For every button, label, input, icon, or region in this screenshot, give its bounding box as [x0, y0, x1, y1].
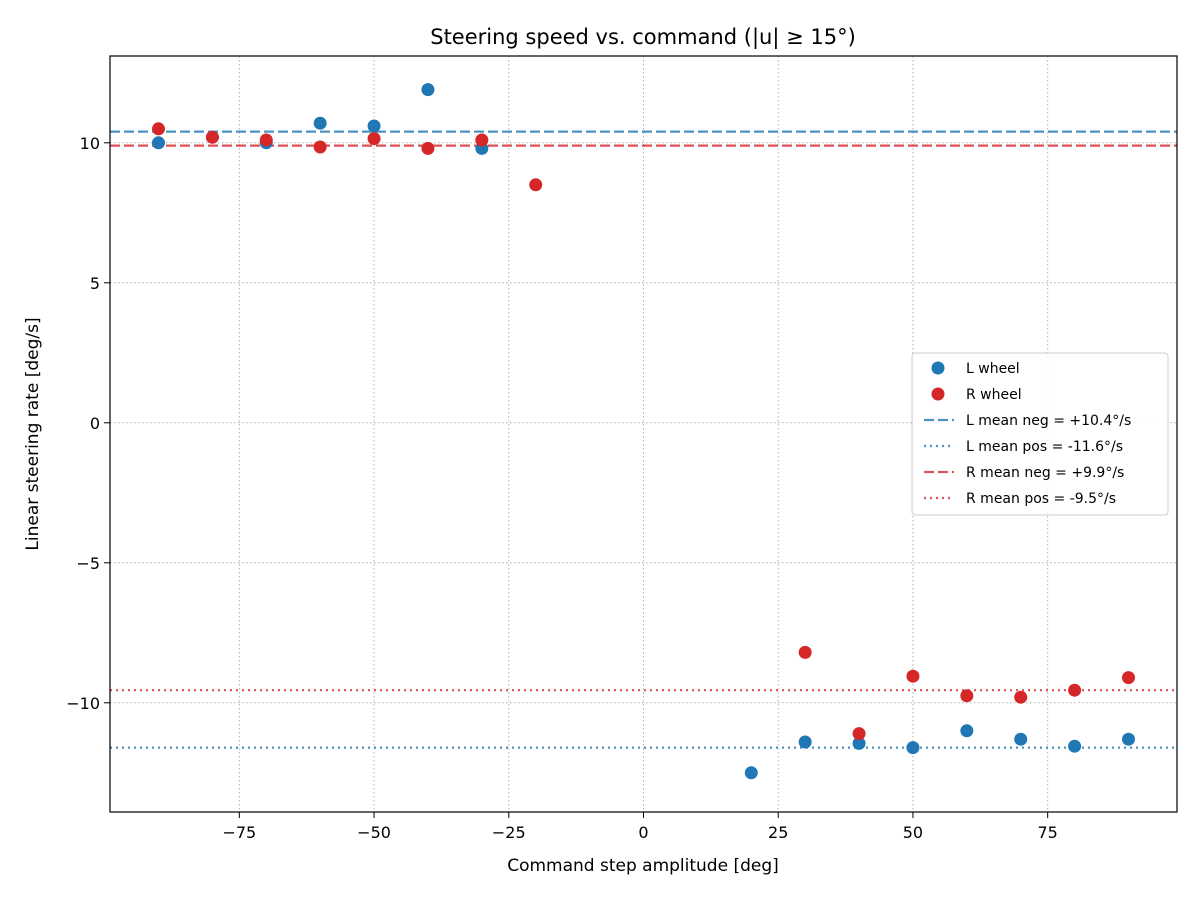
data-point — [421, 83, 435, 97]
data-point — [205, 130, 219, 144]
data-point — [313, 140, 327, 154]
y-axis-label: Linear steering rate [deg/s] — [23, 317, 43, 550]
y-axis-ticks: −10 −5 0 5 10 — [66, 134, 110, 713]
x-tick-label: −25 — [492, 823, 526, 842]
data-point — [1068, 683, 1082, 697]
data-point — [259, 133, 273, 147]
data-point — [421, 141, 435, 155]
data-point — [906, 741, 920, 755]
data-point — [1014, 690, 1028, 704]
data-point — [313, 116, 327, 130]
legend-label: L wheel — [966, 361, 1020, 377]
data-points — [152, 83, 1135, 780]
legend-marker — [931, 361, 945, 375]
data-point — [1122, 732, 1135, 746]
x-tick-label: −75 — [222, 823, 256, 842]
x-tick-label: 25 — [768, 823, 788, 842]
data-point — [152, 122, 165, 136]
data-point — [906, 669, 920, 683]
y-tick-label: −5 — [76, 554, 100, 573]
data-point — [744, 766, 758, 780]
x-tick-label: 75 — [1037, 823, 1057, 842]
legend: L wheel R wheel L mean neg = +10.4°/s L mea… — [911, 352, 1169, 516]
legend-label: L mean pos = -11.6°/s — [966, 439, 1123, 455]
chart-title: Steering speed vs. command (|u| ≥ 15°) — [430, 25, 856, 50]
y-tick-label: −10 — [66, 694, 100, 713]
x-tick-label: 50 — [903, 823, 923, 842]
legend-marker — [931, 387, 945, 401]
data-point — [152, 136, 165, 150]
data-point — [475, 133, 489, 147]
legend-box — [911, 352, 1169, 516]
x-axis-label: Command step amplitude [deg] — [507, 856, 779, 876]
reference-lines — [110, 130, 1177, 749]
data-point — [1068, 739, 1082, 753]
x-axis-ticks: −75 −50 −25 0 25 50 75 — [222, 812, 1058, 842]
y-tick-label: 5 — [90, 274, 100, 293]
data-point — [798, 645, 812, 659]
data-point — [852, 736, 866, 750]
data-point — [960, 724, 974, 738]
data-point — [1122, 671, 1135, 685]
x-tick-label: −50 — [357, 823, 391, 842]
y-tick-label: 10 — [80, 134, 100, 153]
data-point — [960, 689, 974, 703]
legend-label: R mean neg = +9.9°/s — [966, 465, 1124, 481]
data-point — [798, 735, 812, 749]
data-point — [367, 119, 381, 133]
data-point — [852, 727, 866, 741]
legend-label: L mean neg = +10.4°/s — [966, 413, 1131, 429]
data-point — [529, 178, 543, 192]
data-point — [1014, 732, 1028, 746]
y-tick-label: 0 — [90, 414, 100, 433]
x-tick-label: 0 — [638, 823, 648, 842]
legend-label: R mean pos = -9.5°/s — [966, 491, 1116, 507]
legend-label: R wheel — [966, 387, 1022, 403]
data-point — [367, 132, 381, 146]
